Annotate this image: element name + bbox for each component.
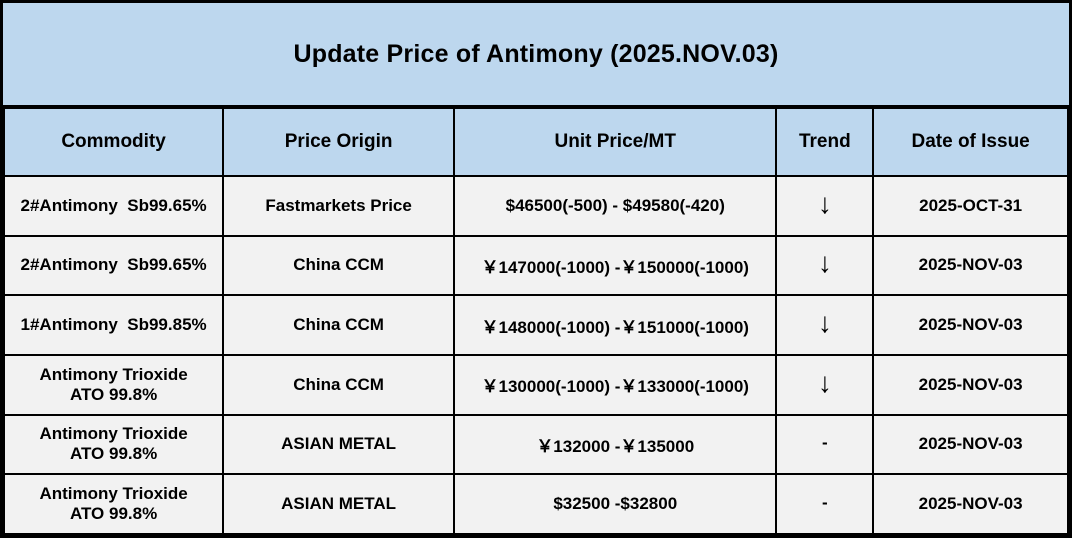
date-of-issue-cell: 2025-OCT-31 — [872, 175, 1069, 237]
trend-down-arrow-icon: ↓ — [775, 234, 875, 297]
commodity-cell: 2#Antimony Sb99.65% — [2, 234, 225, 297]
date-of-issue-cell: 2025-NOV-03 — [872, 294, 1069, 356]
table-row: Antimony Trioxide ATO 99.8% China CCM ￥1… — [2, 353, 1069, 416]
commodity-cell: 1#Antimony Sb99.85% — [2, 294, 225, 356]
header-price-origin: Price Origin — [222, 107, 456, 177]
unit-price-cell: ￥132000 -￥135000 — [453, 413, 778, 476]
price-origin-cell: ASIAN METAL — [222, 413, 456, 476]
price-origin-cell: China CCM — [222, 294, 456, 356]
date-of-issue-cell: 2025-NOV-03 — [872, 234, 1069, 297]
header-date-of-issue: Date of Issue — [872, 107, 1069, 177]
header-commodity: Commodity — [2, 107, 225, 177]
table-row: 1#Antimony Sb99.85% China CCM ￥148000(-1… — [2, 294, 1069, 356]
price-origin-cell: China CCM — [222, 353, 456, 416]
table-row: 2#Antimony Sb99.65% Fastmarkets Price $4… — [2, 175, 1069, 237]
unit-price-cell: $32500 -$32800 — [453, 473, 778, 535]
table-row: 2#Antimony Sb99.65% China CCM ￥147000(-1… — [2, 234, 1069, 297]
trend-down-arrow-icon: ↓ — [775, 294, 875, 356]
price-origin-cell: ASIAN METAL — [222, 473, 456, 535]
commodity-cell: Antimony Trioxide ATO 99.8% — [2, 353, 225, 416]
header-trend: Trend — [775, 107, 875, 177]
unit-price-cell: ￥147000(-1000) -￥150000(-1000) — [453, 234, 778, 297]
commodity-cell: 2#Antimony Sb99.65% — [2, 175, 225, 237]
table-body: 2#Antimony Sb99.65% Fastmarkets Price $4… — [2, 175, 1069, 535]
date-of-issue-cell: 2025-NOV-03 — [872, 473, 1069, 535]
header-unit-price: Unit Price/MT — [453, 107, 778, 177]
trend-down-arrow-icon: ↓ — [775, 175, 875, 237]
price-origin-cell: China CCM — [222, 234, 456, 297]
page-title: Update Price of Antimony (2025.NOV.03) — [293, 39, 779, 68]
trend-dash: - — [775, 413, 875, 476]
table-row: Antimony Trioxide ATO 99.8% ASIAN METAL … — [2, 473, 1069, 535]
price-origin-cell: Fastmarkets Price — [222, 175, 456, 237]
date-of-issue-cell: 2025-NOV-03 — [872, 413, 1069, 476]
table-header: Commodity Price Origin Unit Price/MT Tre… — [2, 107, 1069, 177]
table-row: Antimony Trioxide ATO 99.8% ASIAN METAL … — [2, 413, 1069, 476]
unit-price-cell: ￥130000(-1000) -￥133000(-1000) — [453, 353, 778, 416]
header-row: Commodity Price Origin Unit Price/MT Tre… — [2, 107, 1069, 177]
trend-dash: - — [775, 473, 875, 535]
unit-price-cell: ￥148000(-1000) -￥151000(-1000) — [453, 294, 778, 356]
commodity-cell: Antimony Trioxide ATO 99.8% — [2, 413, 225, 476]
date-of-issue-cell: 2025-NOV-03 — [872, 353, 1069, 416]
unit-price-cell: $46500(-500) - $49580(-420) — [453, 175, 778, 237]
trend-down-arrow-icon: ↓ — [775, 353, 875, 416]
price-table: Commodity Price Origin Unit Price/MT Tre… — [2, 107, 1069, 535]
commodity-cell: Antimony Trioxide ATO 99.8% — [2, 473, 225, 535]
title-band: Update Price of Antimony (2025.NOV.03) — [3, 3, 1069, 107]
